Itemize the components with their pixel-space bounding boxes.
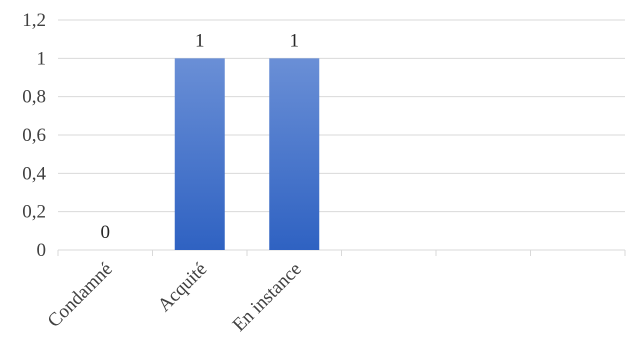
- y-axis-ticks: 0 0,2 0,4 0,6 0,8 1 1,2: [22, 10, 46, 261]
- gridlines: [57, 19, 626, 256]
- y-tick-label: 0,2: [22, 202, 46, 223]
- y-tick-label: 1: [37, 48, 47, 69]
- data-labels: 0 1 1: [101, 30, 300, 243]
- category-labels: Condamné Acquité En instance: [44, 259, 306, 336]
- y-tick-label: 0,8: [22, 87, 46, 108]
- bars: [174, 58, 320, 251]
- bar: [269, 58, 320, 251]
- bar: [174, 58, 225, 251]
- data-label: 1: [290, 30, 300, 51]
- category-label: Condamné: [44, 259, 117, 332]
- y-tick-label: 0,6: [22, 125, 46, 146]
- data-label: 0: [101, 222, 111, 243]
- y-tick-label: 0,4: [22, 163, 46, 184]
- category-label: En instance: [229, 259, 306, 336]
- category-label: Acquité: [154, 259, 211, 316]
- y-tick-label: 0: [37, 240, 47, 261]
- data-label: 1: [195, 30, 205, 51]
- y-tick-label: 1,2: [22, 10, 46, 31]
